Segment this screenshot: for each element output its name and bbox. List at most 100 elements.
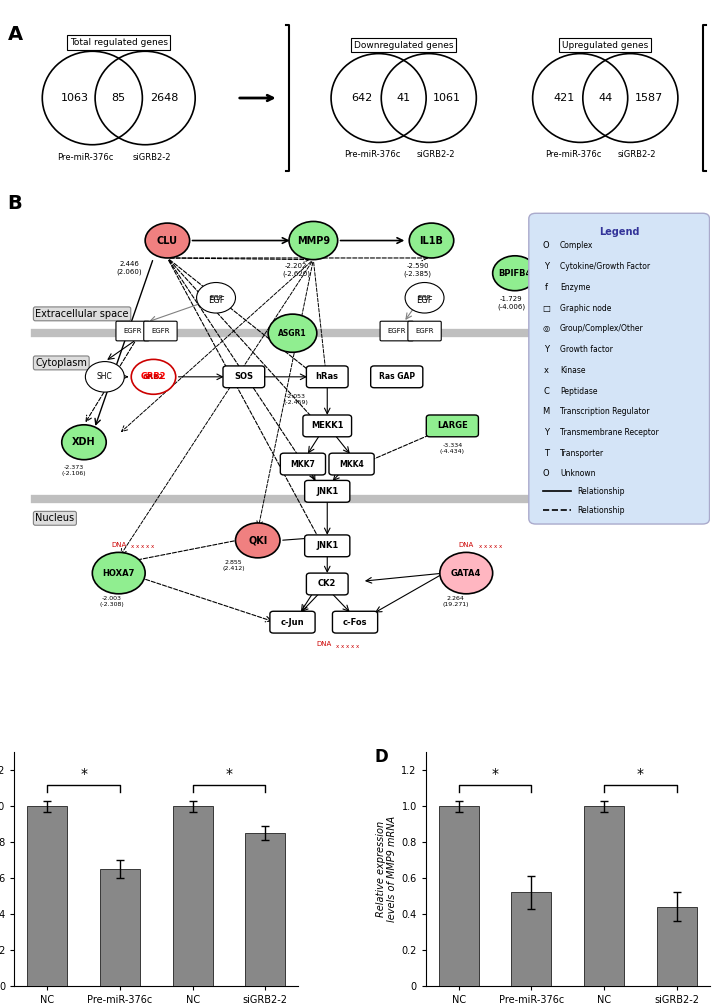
Text: Transcription Regulator: Transcription Regulator (560, 407, 649, 416)
Text: GRB2: GRB2 (143, 374, 164, 380)
FancyBboxPatch shape (329, 453, 374, 475)
FancyBboxPatch shape (280, 453, 326, 475)
Text: *: * (225, 767, 232, 781)
FancyBboxPatch shape (380, 321, 413, 341)
Text: 41: 41 (397, 93, 411, 103)
Y-axis label: Relative expression
levels of MMP9 mRNA: Relative expression levels of MMP9 mRNA (376, 816, 397, 923)
FancyBboxPatch shape (270, 612, 315, 633)
FancyBboxPatch shape (223, 366, 265, 387)
Text: Transmembrane Receptor: Transmembrane Receptor (560, 428, 659, 437)
Text: Transporter: Transporter (560, 449, 605, 458)
Circle shape (235, 523, 280, 558)
Text: XDH: XDH (72, 438, 96, 448)
Text: EGFR: EGFR (123, 328, 142, 334)
Text: O: O (543, 470, 550, 479)
Text: IL1B: IL1B (420, 235, 443, 245)
Text: x x x x x: x x x x x (479, 544, 502, 549)
Text: DNA: DNA (458, 542, 474, 547)
Text: A: A (7, 25, 22, 44)
Text: 2.264
(19.271): 2.264 (19.271) (442, 596, 469, 607)
Circle shape (409, 223, 454, 258)
Text: 2648: 2648 (151, 93, 179, 103)
Text: SHC: SHC (96, 372, 114, 381)
Text: 421: 421 (553, 93, 574, 103)
FancyBboxPatch shape (116, 321, 149, 341)
Text: Peptidase: Peptidase (560, 386, 597, 395)
Text: Y: Y (544, 428, 549, 437)
FancyBboxPatch shape (426, 415, 479, 437)
Circle shape (197, 283, 235, 313)
Bar (511, 892, 552, 986)
Text: MKK4: MKK4 (340, 460, 364, 469)
FancyBboxPatch shape (408, 321, 441, 341)
Text: -2.590
(-2.385): -2.590 (-2.385) (403, 264, 432, 277)
Text: Downregulated genes: Downregulated genes (354, 40, 453, 49)
Text: O: O (543, 241, 550, 250)
Text: QKI: QKI (248, 535, 267, 545)
Circle shape (131, 359, 176, 394)
Text: □: □ (542, 304, 550, 313)
FancyBboxPatch shape (306, 573, 348, 595)
Bar (657, 906, 696, 986)
Text: EGF: EGF (208, 296, 224, 305)
Text: -2.373
(-2.106): -2.373 (-2.106) (62, 465, 86, 476)
Text: EGF: EGF (209, 295, 223, 301)
Text: EGF: EGF (418, 295, 432, 301)
Text: Nucleus: Nucleus (35, 513, 75, 523)
Bar (172, 806, 213, 986)
Bar (28, 806, 67, 986)
FancyBboxPatch shape (529, 213, 710, 524)
Text: c-Jun: c-Jun (281, 618, 304, 627)
Text: 85: 85 (111, 93, 126, 103)
Text: Ras GAP: Ras GAP (379, 372, 415, 381)
Text: EGFR: EGFR (151, 328, 169, 334)
Text: C: C (543, 386, 549, 395)
Text: 642: 642 (351, 93, 373, 103)
Text: 44: 44 (598, 93, 613, 103)
Text: EGFR: EGFR (387, 328, 406, 334)
Text: Unknown: Unknown (560, 470, 596, 479)
Text: siGRB2-2: siGRB2-2 (132, 153, 172, 162)
Text: Relationship: Relationship (578, 487, 625, 496)
Text: EGFR: EGFR (416, 328, 434, 334)
Text: SOS: SOS (235, 372, 253, 381)
Text: Cytokine/Growth Factor: Cytokine/Growth Factor (560, 263, 650, 272)
Text: SHC: SHC (97, 372, 113, 381)
Text: CK2: CK2 (318, 579, 337, 589)
Text: GATA4: GATA4 (451, 568, 481, 577)
Text: Group/Complex/Other: Group/Complex/Other (560, 324, 644, 333)
Text: Growth factor: Growth factor (560, 345, 613, 354)
Text: 2.855
(2.412): 2.855 (2.412) (222, 560, 245, 570)
Text: 2.446
(2.060): 2.446 (2.060) (117, 262, 142, 275)
FancyBboxPatch shape (303, 415, 352, 437)
Text: B: B (7, 194, 22, 213)
Text: MEKK1: MEKK1 (311, 422, 343, 431)
Text: c-Fos: c-Fos (342, 618, 367, 627)
Text: D: D (375, 747, 389, 766)
Text: -1.729
(-4.006): -1.729 (-4.006) (497, 296, 526, 310)
Text: x x x x x: x x x x x (337, 644, 360, 649)
Text: siGRB2-2: siGRB2-2 (618, 150, 656, 159)
FancyBboxPatch shape (305, 481, 350, 502)
Circle shape (492, 256, 537, 291)
Text: Pre-miR-376c: Pre-miR-376c (57, 153, 114, 162)
Text: -2.202
(-2.620): -2.202 (-2.620) (282, 264, 310, 277)
FancyBboxPatch shape (332, 612, 378, 633)
Text: Pre-miR-376c: Pre-miR-376c (344, 150, 400, 159)
Circle shape (93, 552, 145, 594)
Text: x x x x x: x x x x x (132, 544, 155, 549)
Text: DNA: DNA (111, 542, 127, 547)
Text: hRas: hRas (316, 372, 339, 381)
Text: 1587: 1587 (635, 93, 663, 103)
Text: Relationship: Relationship (578, 506, 625, 515)
Text: JNK1: JNK1 (316, 487, 338, 496)
Circle shape (405, 283, 444, 313)
Text: Legend: Legend (599, 227, 639, 236)
Circle shape (440, 552, 492, 594)
Text: T: T (544, 449, 549, 458)
Text: -2.003
(-2.308): -2.003 (-2.308) (99, 596, 124, 607)
Text: Pre-miR-376c: Pre-miR-376c (545, 150, 602, 159)
Text: Cytoplasm: Cytoplasm (35, 358, 87, 368)
Text: LARGE: LARGE (437, 422, 468, 431)
Circle shape (289, 221, 337, 260)
